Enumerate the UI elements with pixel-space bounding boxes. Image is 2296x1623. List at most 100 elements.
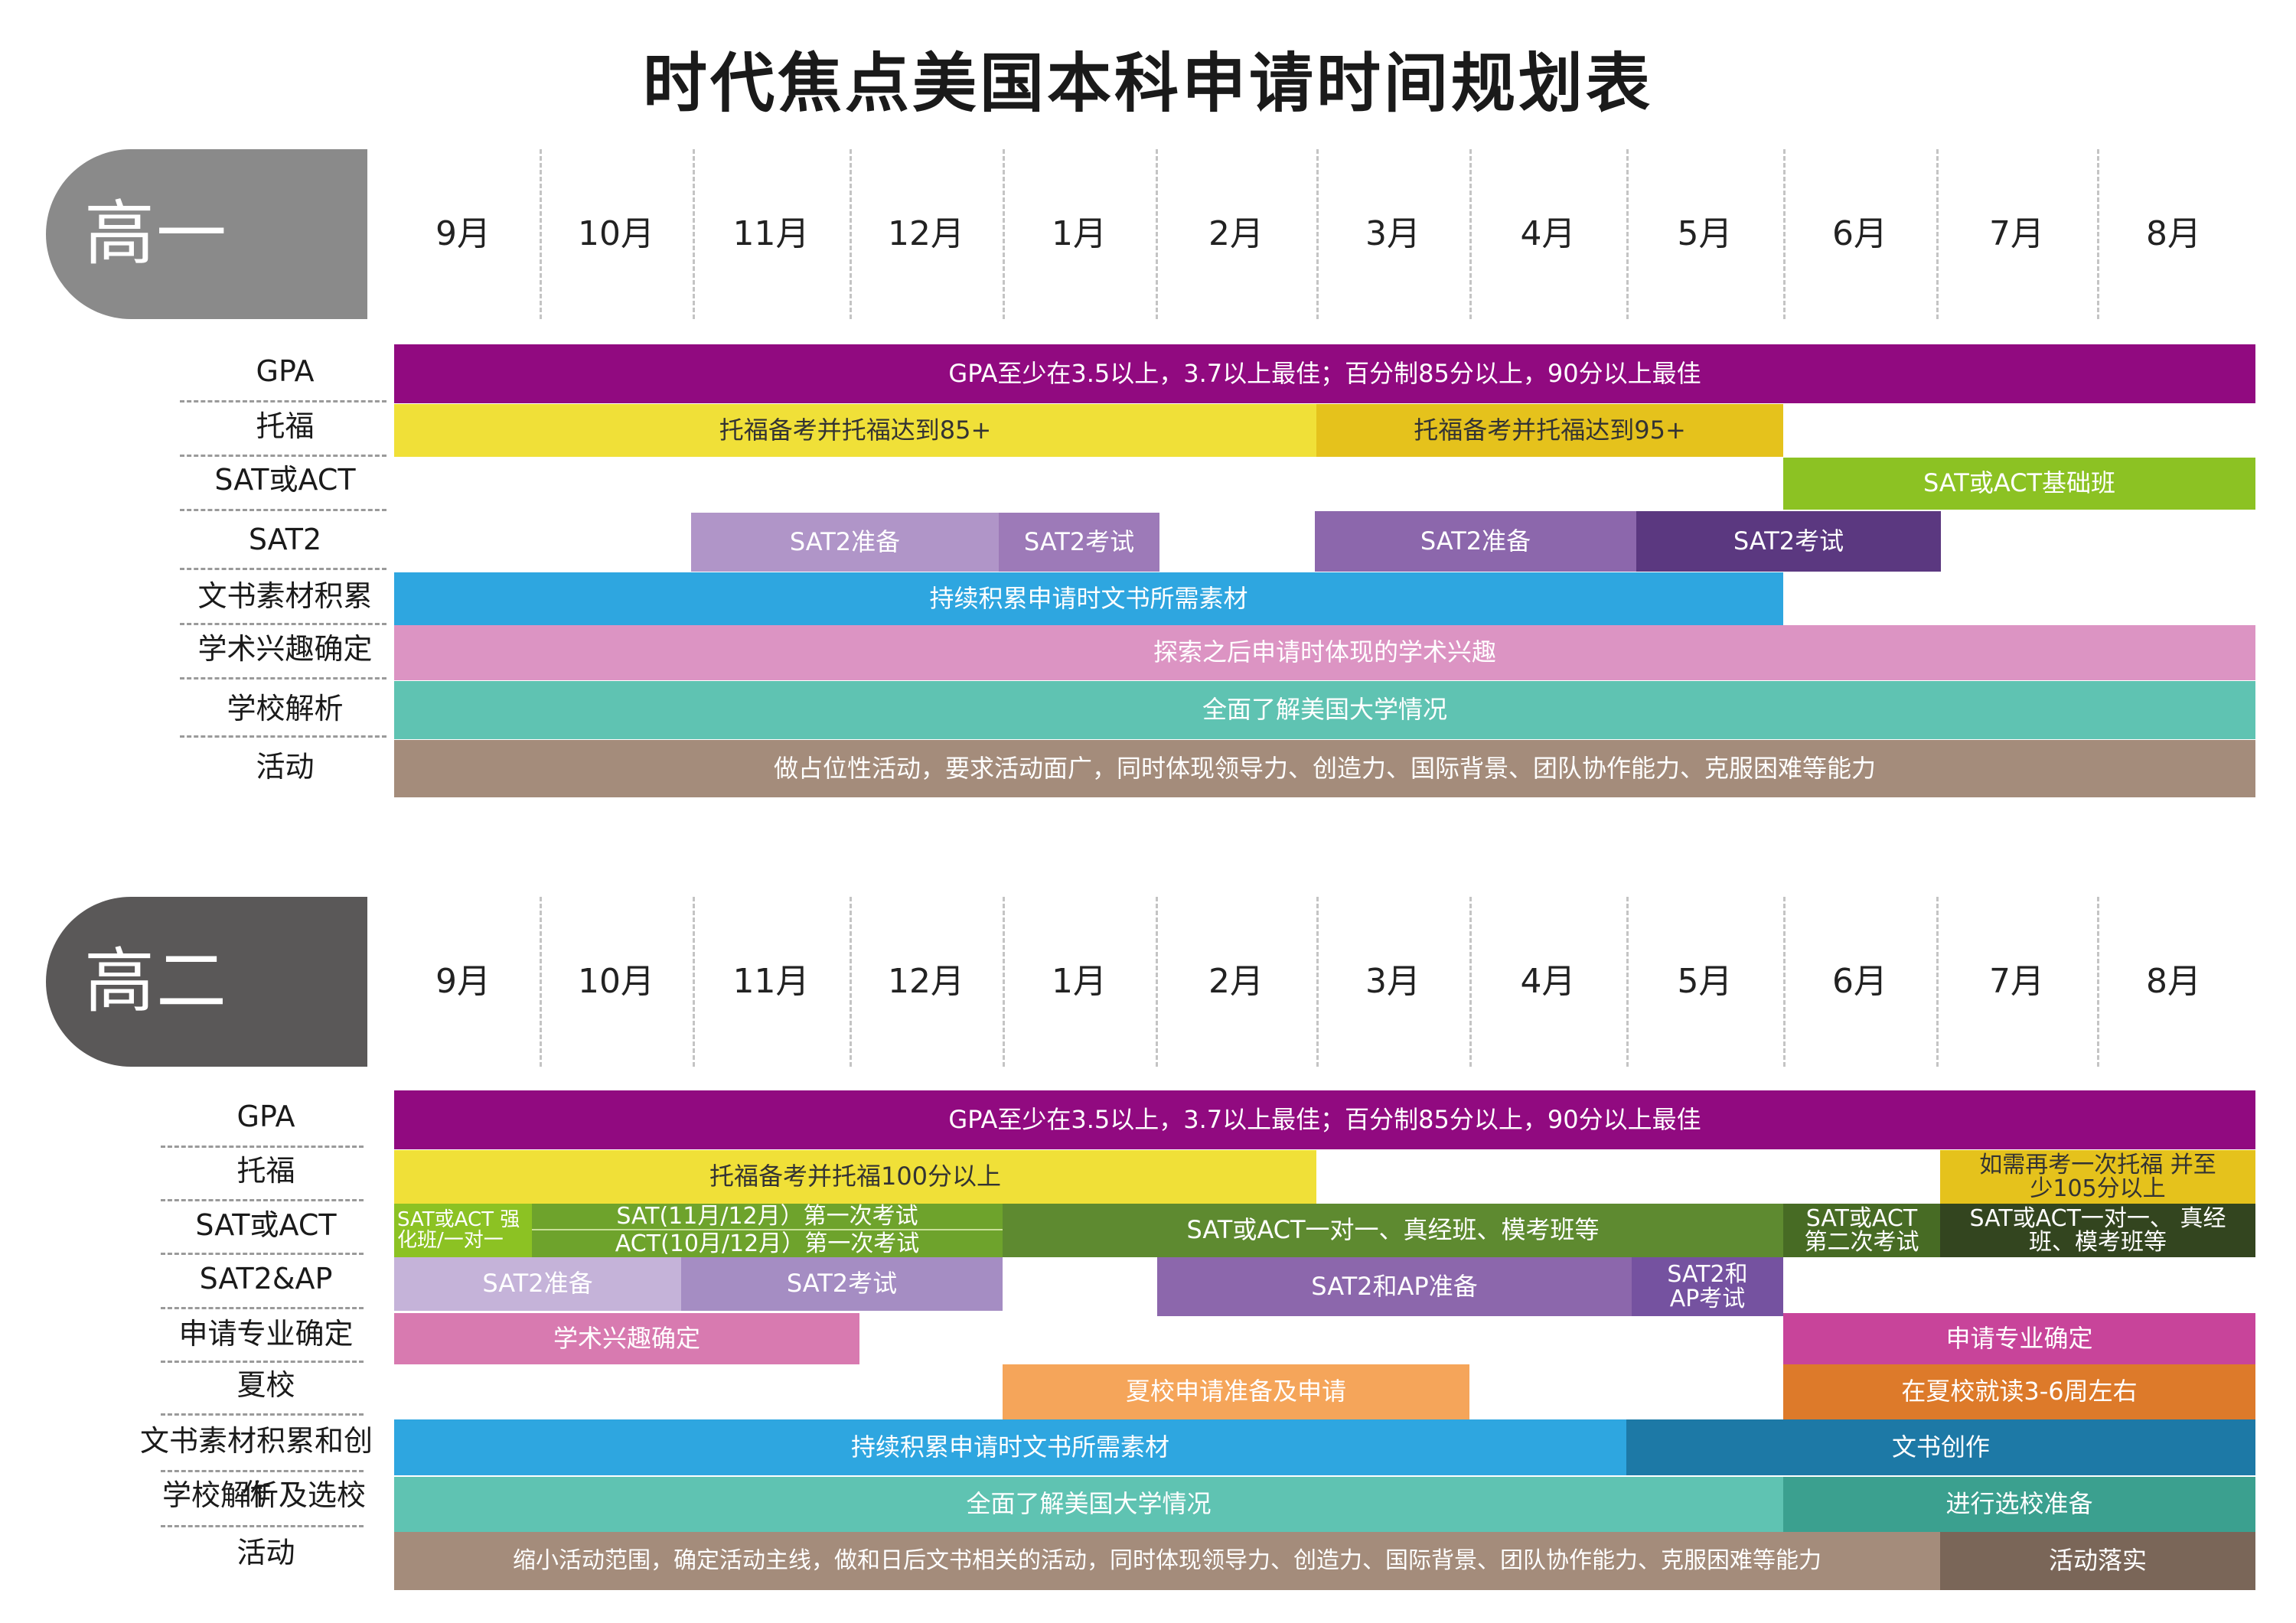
- bar-major-decision: 申请专业确定: [1783, 1313, 2255, 1364]
- month-divider: [1156, 149, 1158, 319]
- bar-sat-first-exam: SAT(11月/12月）第一次考试: [532, 1204, 1003, 1230]
- month-label: 6月: [1832, 214, 1887, 253]
- month-label: 10月: [578, 962, 654, 1001]
- bar-sat-intensive: SAT或ACT 强化班/一对一: [394, 1204, 532, 1257]
- bar-academic-interest: 学术兴趣确定: [394, 1313, 859, 1364]
- bar-activity: 做占位性活动，要求活动面广，同时体现领导力、创造力、国际背景、团队协作能力、克服…: [394, 740, 2255, 797]
- month-divider: [1469, 149, 1472, 319]
- month-label: 6月: [1832, 962, 1887, 1001]
- month-divider: [2097, 897, 2099, 1067]
- month-label: 3月: [1365, 214, 1420, 253]
- bar-sat2-exam: SAT2考试: [681, 1257, 1003, 1311]
- month-divider: [850, 897, 852, 1067]
- month-divider: [1936, 897, 1939, 1067]
- month-divider: [1156, 897, 1158, 1067]
- month-divider: [1783, 897, 1786, 1067]
- month-label: 11月: [732, 214, 810, 253]
- month-label: 1月: [1052, 962, 1107, 1001]
- row-separator: [180, 568, 386, 570]
- month-label: 5月: [1677, 214, 1733, 253]
- bar-toefl-95: 托福备考并托福达到95+: [1316, 404, 1783, 457]
- month-label: 9月: [435, 962, 491, 1001]
- bar-act-first-exam: ACT(10月/12月）第一次考试: [532, 1230, 1003, 1257]
- row-separator: [161, 1361, 364, 1363]
- month-divider: [540, 897, 542, 1067]
- row-label-sat-act: SAT或ACT: [214, 463, 356, 497]
- row-label-toefl: 托福: [236, 1154, 295, 1188]
- bar-school-selection: 进行选校准备: [1783, 1477, 2255, 1532]
- month-label: 12月: [888, 214, 964, 253]
- row-separator: [180, 455, 386, 457]
- bar-sat2-prep: SAT2准备: [1315, 511, 1636, 572]
- month-divider: [1003, 149, 1005, 319]
- row-label-sat-act: SAT或ACT: [195, 1208, 337, 1242]
- grade1-month-header: 9月 10月 11月 12月 1月 2月 3月 4月 5月 6月 7月 8月: [0, 149, 2296, 319]
- bar-essay-writing: 文书创作: [1626, 1419, 2255, 1475]
- bar-sat2-prep: SAT2准备: [394, 1257, 681, 1311]
- bar-school-analysis: 全面了解美国大学情况: [394, 681, 2255, 739]
- row-label-gpa: GPA: [236, 1100, 295, 1133]
- month-label: 1月: [1052, 214, 1107, 253]
- month-divider: [1316, 897, 1319, 1067]
- month-divider: [693, 897, 695, 1067]
- row-label-essay: 文书素材积累: [197, 579, 373, 613]
- month-divider: [1316, 149, 1319, 319]
- month-divider: [2097, 149, 2099, 319]
- month-label: 8月: [2146, 962, 2201, 1001]
- month-label: 2月: [1208, 962, 1264, 1001]
- month-label: 7月: [1989, 962, 2044, 1001]
- bar-activity: 缩小活动范围，确定活动主线，做和日后文书相关的活动，同时体现领导力、创造力、国际…: [394, 1532, 1940, 1590]
- bar-essay-material: 持续积累申请时文书所需素材: [394, 572, 1783, 625]
- row-separator: [161, 1199, 364, 1201]
- month-divider: [1936, 149, 1939, 319]
- bar-sat-tutoring: SAT或ACT一对一、真经班、模考班等: [1003, 1204, 1783, 1257]
- row-separator: [180, 735, 386, 738]
- bar-toefl-100: 托福备考并托福100分以上: [394, 1150, 1316, 1204]
- bar-activity-implement: 活动落实: [1940, 1532, 2255, 1590]
- month-label: 9月: [435, 214, 491, 253]
- row-label-major: 申请专业确定: [178, 1317, 354, 1351]
- grade2-month-header: 9月 10月 11月 12月 1月 2月 3月 4月 5月 6月 7月 8月: [0, 897, 2296, 1067]
- month-label: 7月: [1989, 214, 2044, 253]
- month-divider: [1469, 897, 1472, 1067]
- month-divider: [1626, 897, 1629, 1067]
- bar-summer-attend: 在夏校就读3-6周左右: [1783, 1364, 2255, 1419]
- row-label-interest: 学术兴趣确定: [197, 632, 373, 666]
- month-label: 8月: [2146, 214, 2201, 253]
- bar-sat2-exam: SAT2考试: [1636, 511, 1941, 572]
- month-label: 12月: [888, 962, 964, 1001]
- bar-summer-apply: 夏校申请准备及申请: [1003, 1364, 1469, 1419]
- bar-sat2-prep: SAT2准备: [691, 513, 999, 572]
- bar-gpa: GPA至少在3.5以上，3.7以上最佳；百分制85分以上，90分以上最佳: [394, 1090, 2255, 1149]
- month-label: 2月: [1208, 214, 1264, 253]
- bar-sat-second-exam: SAT或ACT 第二次考试: [1783, 1204, 1940, 1257]
- bar-sat2-ap-exam: SAT2和 AP考试: [1632, 1257, 1783, 1316]
- row-label-school: 学校解析及选校: [161, 1478, 366, 1512]
- month-label: 3月: [1365, 962, 1420, 1001]
- row-label-summer: 夏校: [236, 1368, 295, 1402]
- page-title: 时代焦点美国本科申请时间规划表: [642, 45, 1653, 121]
- month-label: 4月: [1520, 962, 1576, 1001]
- row-label-gpa: GPA: [256, 354, 315, 388]
- month-label: 10月: [578, 214, 654, 253]
- bar-toefl-retake: 如需再考一次托福 并至少105分以上: [1940, 1150, 2255, 1204]
- month-divider: [850, 149, 852, 319]
- row-separator: [180, 509, 386, 511]
- grade1-badge: 高一: [46, 149, 367, 319]
- bar-sat-tutoring-late: SAT或ACT一对一、 真经班、模考班等: [1940, 1204, 2255, 1257]
- bar-school-analysis: 全面了解美国大学情况: [394, 1477, 1783, 1532]
- row-label-essay: 文书素材积累和创作: [139, 1424, 373, 1511]
- bar-sat2-exam: SAT2考试: [999, 513, 1159, 572]
- row-separator: [161, 1470, 364, 1472]
- bar-essay-material: 持续积累申请时文书所需素材: [394, 1419, 1626, 1475]
- bar-academic-interest: 探索之后申请时体现的学术兴趣: [394, 625, 2255, 680]
- row-label-school: 学校解析: [227, 692, 344, 725]
- row-separator: [180, 400, 386, 402]
- row-separator: [161, 1146, 364, 1148]
- bar-sat2-ap-prep: SAT2和AP准备: [1157, 1257, 1632, 1316]
- grade2-badge: 高二: [46, 897, 367, 1067]
- row-label-activity: 活动: [256, 750, 315, 784]
- month-label: 11月: [732, 962, 810, 1001]
- row-separator: [161, 1307, 364, 1309]
- month-divider: [1003, 897, 1005, 1067]
